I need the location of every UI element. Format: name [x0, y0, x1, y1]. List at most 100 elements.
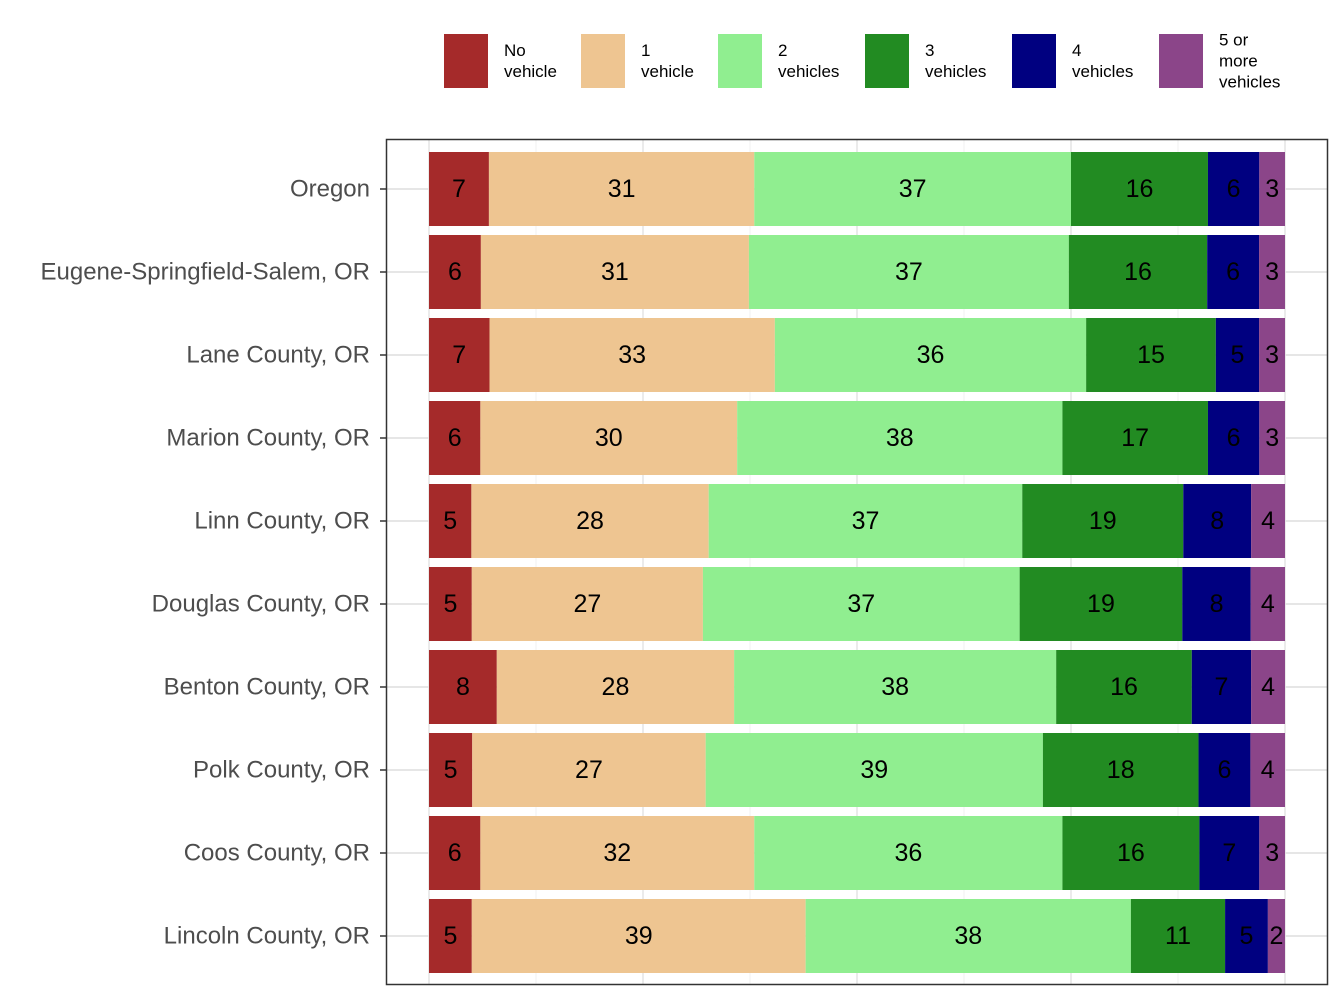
legend-key [1012, 34, 1056, 88]
legend-item-5-or-more-vehicles: 5 or more vehicles [1159, 31, 1280, 92]
data-label: 7 [1214, 673, 1228, 701]
y-tick-label: Lane County, OR [186, 342, 370, 369]
data-label: 7 [452, 341, 466, 369]
data-label: 7 [1222, 839, 1236, 867]
bar-segment-2-vehicles [737, 401, 1063, 475]
data-label: 17 [1121, 424, 1149, 452]
bar-segment-2-vehicles [734, 650, 1057, 724]
data-label: 11 [1165, 922, 1191, 950]
data-label: 38 [881, 673, 909, 701]
bar-segment-3-vehicles [1086, 318, 1216, 392]
data-label: 33 [618, 341, 646, 369]
bar-segment-no-vehicle [429, 152, 489, 226]
y-tick-label: Coos County, OR [184, 840, 370, 867]
bar-segment-1-vehicle [471, 484, 709, 558]
legend-item-no-vehicle: No vehicle [444, 34, 557, 88]
legend: No vehicle 1 vehicle 2 vehicles 3 vehicles 4 vehi… [444, 31, 1280, 92]
bar-segment-2-vehicles [754, 152, 1071, 226]
data-label: 36 [917, 341, 945, 369]
legend-label: more [1219, 52, 1258, 71]
bar-segment-2-vehicles [705, 733, 1043, 807]
data-label: 37 [852, 507, 880, 535]
data-label: 2 [1269, 922, 1283, 950]
bar-segment-1-vehicle [496, 650, 735, 724]
data-label: 8 [456, 673, 470, 701]
y-axis-labels: Oregon Eugene-Springfield-Salem, OR Lane C… [41, 176, 387, 950]
bar-segment-3-vehicles [1019, 567, 1183, 641]
bar-segment-5-or-more-vehicles [1259, 152, 1285, 226]
bar-segment-2-vehicles [774, 318, 1087, 392]
bar-segment-no-vehicle [429, 816, 481, 890]
data-label: 27 [573, 590, 601, 618]
legend-key [1159, 34, 1203, 88]
data-label: 5 [1240, 922, 1254, 950]
data-label: 5 [443, 507, 457, 535]
data-label: 3 [1265, 424, 1279, 452]
data-label: 39 [625, 922, 653, 950]
data-label: 19 [1089, 507, 1117, 535]
data-label: 8 [1210, 507, 1224, 535]
legend-label: No [504, 41, 526, 60]
data-label: 31 [601, 258, 629, 286]
bar-row-oregon: 7 31 37 16 6 3 [429, 152, 1285, 226]
legend-key [581, 34, 625, 88]
data-label: 4 [1261, 673, 1275, 701]
data-label: 3 [1265, 341, 1279, 369]
data-label: 5 [443, 922, 457, 950]
bar-segment-no-vehicle [429, 567, 472, 641]
bar-segment-no-vehicle [429, 484, 472, 558]
y-tick-label: Eugene-Springfield-Salem, OR [41, 259, 371, 286]
bar-segment-5-or-more-vehicles [1251, 484, 1285, 558]
data-label: 4 [1261, 590, 1275, 618]
bar-segment-3-vehicles [1022, 484, 1184, 558]
data-label: 38 [886, 424, 914, 452]
bar-row-polk-county-or: 5 27 39 18 6 4 [429, 733, 1285, 807]
bar-row-lane-county-or: 7 33 36 15 5 3 [429, 318, 1285, 392]
bar-segment-1-vehicle [489, 318, 775, 392]
y-tick-label: Polk County, OR [193, 757, 370, 784]
bar-segment-4-vehicles [1198, 733, 1251, 807]
bar-segment-5-or-more-vehicles [1259, 401, 1285, 475]
data-label: 39 [860, 756, 888, 784]
data-label: 6 [448, 258, 462, 286]
legend-label: 4 [1072, 41, 1081, 60]
bar-segment-3-vehicles [1062, 401, 1208, 475]
bar-segment-1-vehicle [480, 816, 755, 890]
bar-segment-1-vehicle [480, 235, 749, 309]
legend-label: vehicles [925, 62, 986, 81]
legend-item-1-vehicle: 1 vehicle [581, 34, 694, 88]
bar-segment-4-vehicles [1191, 650, 1252, 724]
bar-segment-4-vehicles [1207, 235, 1260, 309]
bar-segment-1-vehicle [472, 733, 706, 807]
data-label: 27 [575, 756, 603, 784]
legend-key [718, 34, 762, 88]
bar-segment-1-vehicle [488, 152, 755, 226]
data-label: 18 [1107, 756, 1135, 784]
bar-row-coos-county-or: 6 32 36 16 7 3 [429, 816, 1285, 890]
data-label: 37 [847, 590, 875, 618]
data-label: 6 [1226, 258, 1240, 286]
data-label: 6 [1227, 175, 1241, 203]
data-label: 38 [954, 922, 982, 950]
bar-segment-1-vehicle [471, 567, 703, 641]
bar-segment-5-or-more-vehicles [1259, 235, 1285, 309]
data-label: 5 [443, 590, 457, 618]
legend-item-3-vehicles: 3 vehicles [865, 34, 986, 88]
y-tick-label: Lincoln County, OR [164, 923, 370, 950]
data-label: 19 [1087, 590, 1115, 618]
bar-segment-4-vehicles [1207, 401, 1260, 475]
data-label: 16 [1117, 839, 1145, 867]
legend-label: 1 [641, 41, 650, 60]
legend-label: vehicle [641, 62, 694, 81]
legend-label: 3 [925, 41, 934, 60]
y-tick-label: Marion County, OR [166, 425, 370, 452]
legend-label: vehicles [778, 62, 839, 81]
data-label: 3 [1265, 175, 1279, 203]
data-label: 30 [595, 424, 623, 452]
data-label: 36 [894, 839, 922, 867]
y-tick-label: Linn County, OR [194, 508, 370, 535]
bar-segment-5-or-more-vehicles [1259, 816, 1285, 890]
legend-item-4-vehicles: 4 vehicles [1012, 34, 1133, 88]
y-tick-label: Douglas County, OR [152, 591, 370, 618]
